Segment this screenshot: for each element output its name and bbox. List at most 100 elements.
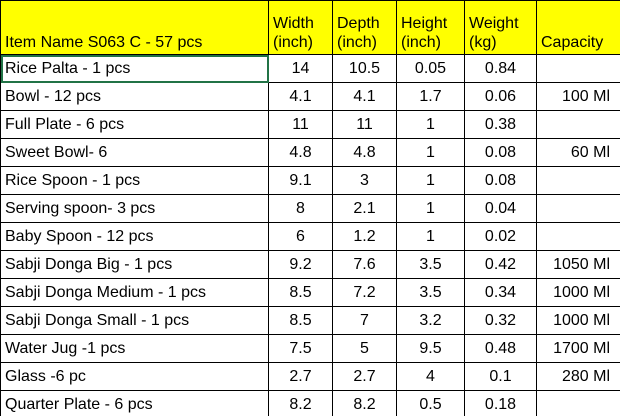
- cell[interactable]: 0.04: [464, 194, 537, 223]
- cell[interactable]: 1000 Ml: [536, 278, 620, 307]
- cell[interactable]: 7.2: [332, 278, 397, 307]
- cell[interactable]: 0.42: [464, 250, 537, 279]
- cell[interactable]: 1700 Ml: [536, 334, 620, 363]
- table-row: Baby Spoon - 12 pcs 6 1.2 1 0.02: [0, 222, 620, 251]
- table-row: Bowl - 12 pcs 4.1 4.1 1.7 0.06 100 Ml: [0, 82, 620, 111]
- empty-cell[interactable]: [536, 390, 620, 416]
- table-row: Water Jug -1 pcs 7.5 5 9.5 0.48 1700 Ml: [0, 334, 620, 363]
- table-row: Rice Spoon - 1 pcs 9.1 3 1 0.08: [0, 166, 620, 195]
- cell[interactable]: Bowl - 12 pcs: [0, 82, 269, 111]
- empty-cell[interactable]: [536, 194, 620, 223]
- cell[interactable]: 0.34: [464, 278, 537, 307]
- header-cell: Weight (kg): [464, 0, 537, 55]
- cell[interactable]: 0.84: [464, 54, 537, 83]
- cell[interactable]: Baby Spoon - 12 pcs: [0, 222, 269, 251]
- cell[interactable]: Rice Palta - 1 pcs: [0, 54, 269, 83]
- cell[interactable]: Glass -6 pc: [0, 362, 269, 391]
- empty-cell[interactable]: [536, 110, 620, 139]
- cell[interactable]: Sweet Bowl- 6: [0, 138, 269, 167]
- header-cell: Capacity: [536, 0, 620, 55]
- cell[interactable]: 7.6: [332, 250, 397, 279]
- cell[interactable]: 0.1: [464, 362, 537, 391]
- header-cell: Depth (inch): [332, 0, 397, 55]
- cell[interactable]: 8.2: [268, 390, 333, 416]
- cell[interactable]: 1050 Ml: [536, 250, 620, 279]
- cell[interactable]: 1.2: [332, 222, 397, 251]
- cell[interactable]: 7: [332, 306, 397, 335]
- cell[interactable]: 1: [396, 166, 465, 195]
- table-row: Sabji Donga Small - 1 pcs 8.5 7 3.2 0.32 1000…: [0, 306, 620, 335]
- header-row: Item Name S063 C - 57 pcs Width (inch) Dep…: [0, 0, 620, 55]
- cell[interactable]: 5: [332, 334, 397, 363]
- cell[interactable]: 8.2: [332, 390, 397, 416]
- header-cell: Height (inch): [396, 0, 465, 55]
- cell[interactable]: 4.1: [332, 82, 397, 111]
- cell[interactable]: 4.8: [332, 138, 397, 167]
- header-cell: Width (inch): [268, 0, 333, 55]
- cell[interactable]: 11: [268, 110, 333, 139]
- cell[interactable]: 0.08: [464, 138, 537, 167]
- header-cell: Item Name S063 C - 57 pcs: [0, 0, 269, 55]
- cell[interactable]: 1000 Ml: [536, 306, 620, 335]
- cell[interactable]: 4.8: [268, 138, 333, 167]
- cell[interactable]: 100 Ml: [536, 82, 620, 111]
- cell[interactable]: Sabji Donga Small - 1 pcs: [0, 306, 269, 335]
- table-row: Sabji Donga Medium - 1 pcs 8.5 7.2 3.5 0.34 1…: [0, 278, 620, 307]
- table-row: Rice Palta - 1 pcs 14 10.5 0.05 0.84: [0, 54, 620, 83]
- cell[interactable]: 10.5: [332, 54, 397, 83]
- cell[interactable]: 9.5: [396, 334, 465, 363]
- cell[interactable]: 8.5: [268, 306, 333, 335]
- cell[interactable]: 3.5: [396, 250, 465, 279]
- cell[interactable]: Rice Spoon - 1 pcs: [0, 166, 269, 195]
- empty-cell[interactable]: [536, 222, 620, 251]
- empty-cell[interactable]: [536, 166, 620, 195]
- cell[interactable]: 7.5: [268, 334, 333, 363]
- cell[interactable]: 2.7: [268, 362, 333, 391]
- table-row: Quarter Plate - 6 pcs 8.2 8.2 0.5 0.18: [0, 390, 620, 416]
- cell[interactable]: Serving spoon- 3 pcs: [0, 194, 269, 223]
- cell[interactable]: 9.1: [268, 166, 333, 195]
- cell[interactable]: 8: [268, 194, 333, 223]
- cell[interactable]: 0.06: [464, 82, 537, 111]
- cell[interactable]: 280 Ml: [536, 362, 620, 391]
- table-row: Serving spoon- 3 pcs 8 2.1 1 0.04: [0, 194, 620, 223]
- cell[interactable]: 0.32: [464, 306, 537, 335]
- cell[interactable]: 8.5: [268, 278, 333, 307]
- cell[interactable]: 0.05: [396, 54, 465, 83]
- cell[interactable]: 0.02: [464, 222, 537, 251]
- cell[interactable]: 2.1: [332, 194, 397, 223]
- table-row: Glass -6 pc 2.7 2.7 4 0.1 280 Ml: [0, 362, 620, 391]
- cell[interactable]: 1: [396, 110, 465, 139]
- cell[interactable]: 14: [268, 54, 333, 83]
- cell[interactable]: 0.18: [464, 390, 537, 416]
- table-row: Sabji Donga Big - 1 pcs 9.2 7.6 3.5 0.42 1050…: [0, 250, 620, 279]
- cell[interactable]: 3: [332, 166, 397, 195]
- cell[interactable]: 9.2: [268, 250, 333, 279]
- empty-cell[interactable]: [536, 54, 620, 83]
- cell[interactable]: 0.5: [396, 390, 465, 416]
- cell[interactable]: Sabji Donga Big - 1 pcs: [0, 250, 269, 279]
- cell[interactable]: Full Plate - 6 pcs: [0, 110, 269, 139]
- cell[interactable]: 1: [396, 194, 465, 223]
- cell[interactable]: 3.2: [396, 306, 465, 335]
- cell[interactable]: 3.5: [396, 278, 465, 307]
- cell[interactable]: Quarter Plate - 6 pcs: [0, 390, 269, 416]
- cell[interactable]: 1.7: [396, 82, 465, 111]
- cell[interactable]: 1: [396, 138, 465, 167]
- table-row: Sweet Bowl- 6 4.8 4.8 1 0.08 60 Ml: [0, 138, 620, 167]
- cell[interactable]: Sabji Donga Medium - 1 pcs: [0, 278, 269, 307]
- cell[interactable]: 4: [396, 362, 465, 391]
- cell[interactable]: 4.1: [268, 82, 333, 111]
- cell[interactable]: 2.7: [332, 362, 397, 391]
- cell[interactable]: 60 Ml: [536, 138, 620, 167]
- cell[interactable]: 0.48: [464, 334, 537, 363]
- cell[interactable]: 6: [268, 222, 333, 251]
- cell[interactable]: 0.08: [464, 166, 537, 195]
- cell[interactable]: 11: [332, 110, 397, 139]
- cell[interactable]: 0.38: [464, 110, 537, 139]
- table-row: Full Plate - 6 pcs 11 11 1 0.38: [0, 110, 620, 139]
- cell[interactable]: Water Jug -1 pcs: [0, 334, 269, 363]
- cell[interactable]: 1: [396, 222, 465, 251]
